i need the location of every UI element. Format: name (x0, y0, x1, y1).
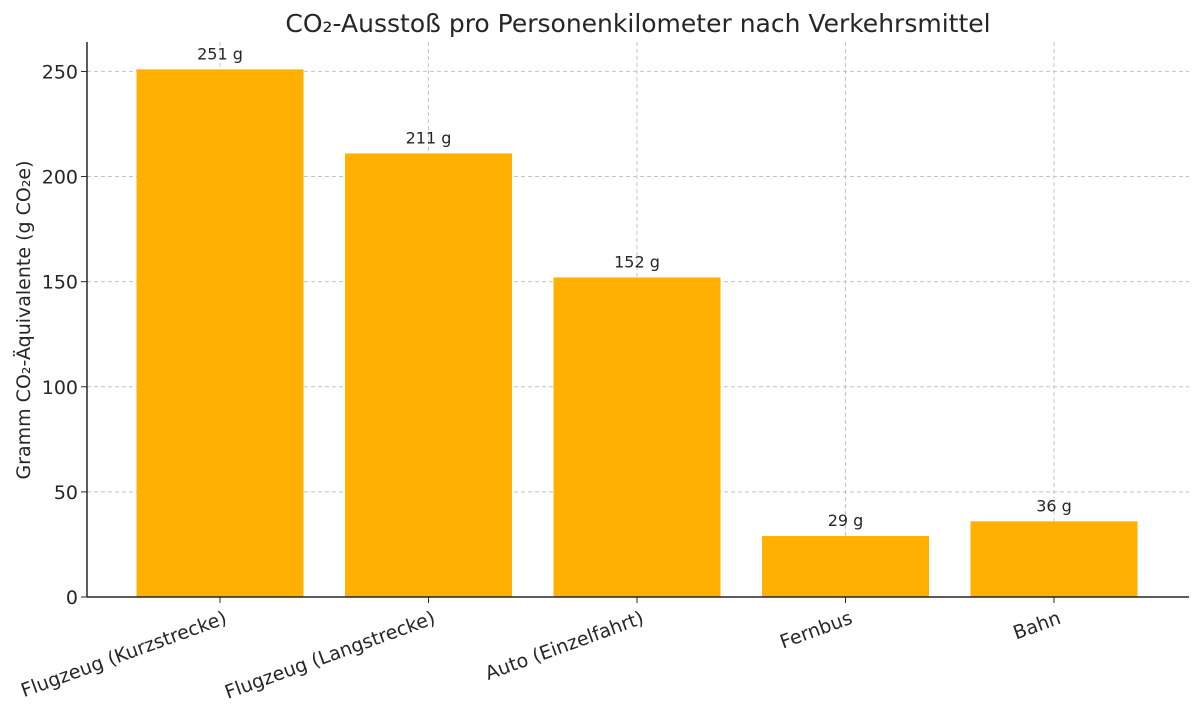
data-label: 211 g (406, 128, 452, 147)
x-tick-label: Flugzeug (Langstrecke) (222, 607, 438, 704)
bar-layer (136, 69, 1138, 598)
bar (970, 521, 1138, 597)
x-tick-label: Bahn (1010, 607, 1063, 644)
data-label: 29 g (828, 511, 864, 530)
bar (136, 69, 304, 598)
data-label: 251 g (197, 44, 243, 63)
y-tick-label: 0 (66, 587, 78, 609)
data-label: 36 g (1036, 496, 1072, 515)
bar (553, 277, 721, 597)
axis-layer (81, 42, 1189, 603)
bar (762, 536, 929, 597)
bar (345, 153, 512, 597)
data-label: 152 g (614, 252, 660, 271)
y-tick-label: 200 (42, 167, 78, 189)
y-tick-label: 50 (54, 482, 78, 504)
x-tick-label: Flugzeug (Kurzstrecke) (18, 607, 230, 702)
chart-title: CO₂-Ausstoß pro Personenkilometer nach V… (285, 9, 990, 38)
y-tick-label: 250 (42, 61, 78, 83)
y-tick-label: 150 (42, 272, 78, 294)
y-axis-label: Gramm CO₂-Äquivalente (g CO₂e) (12, 160, 35, 479)
y-tick-label: 100 (42, 377, 78, 399)
x-tick-label: Fernbus (777, 607, 855, 653)
x-tick-label: Auto (Einzelfahrt) (482, 607, 646, 685)
